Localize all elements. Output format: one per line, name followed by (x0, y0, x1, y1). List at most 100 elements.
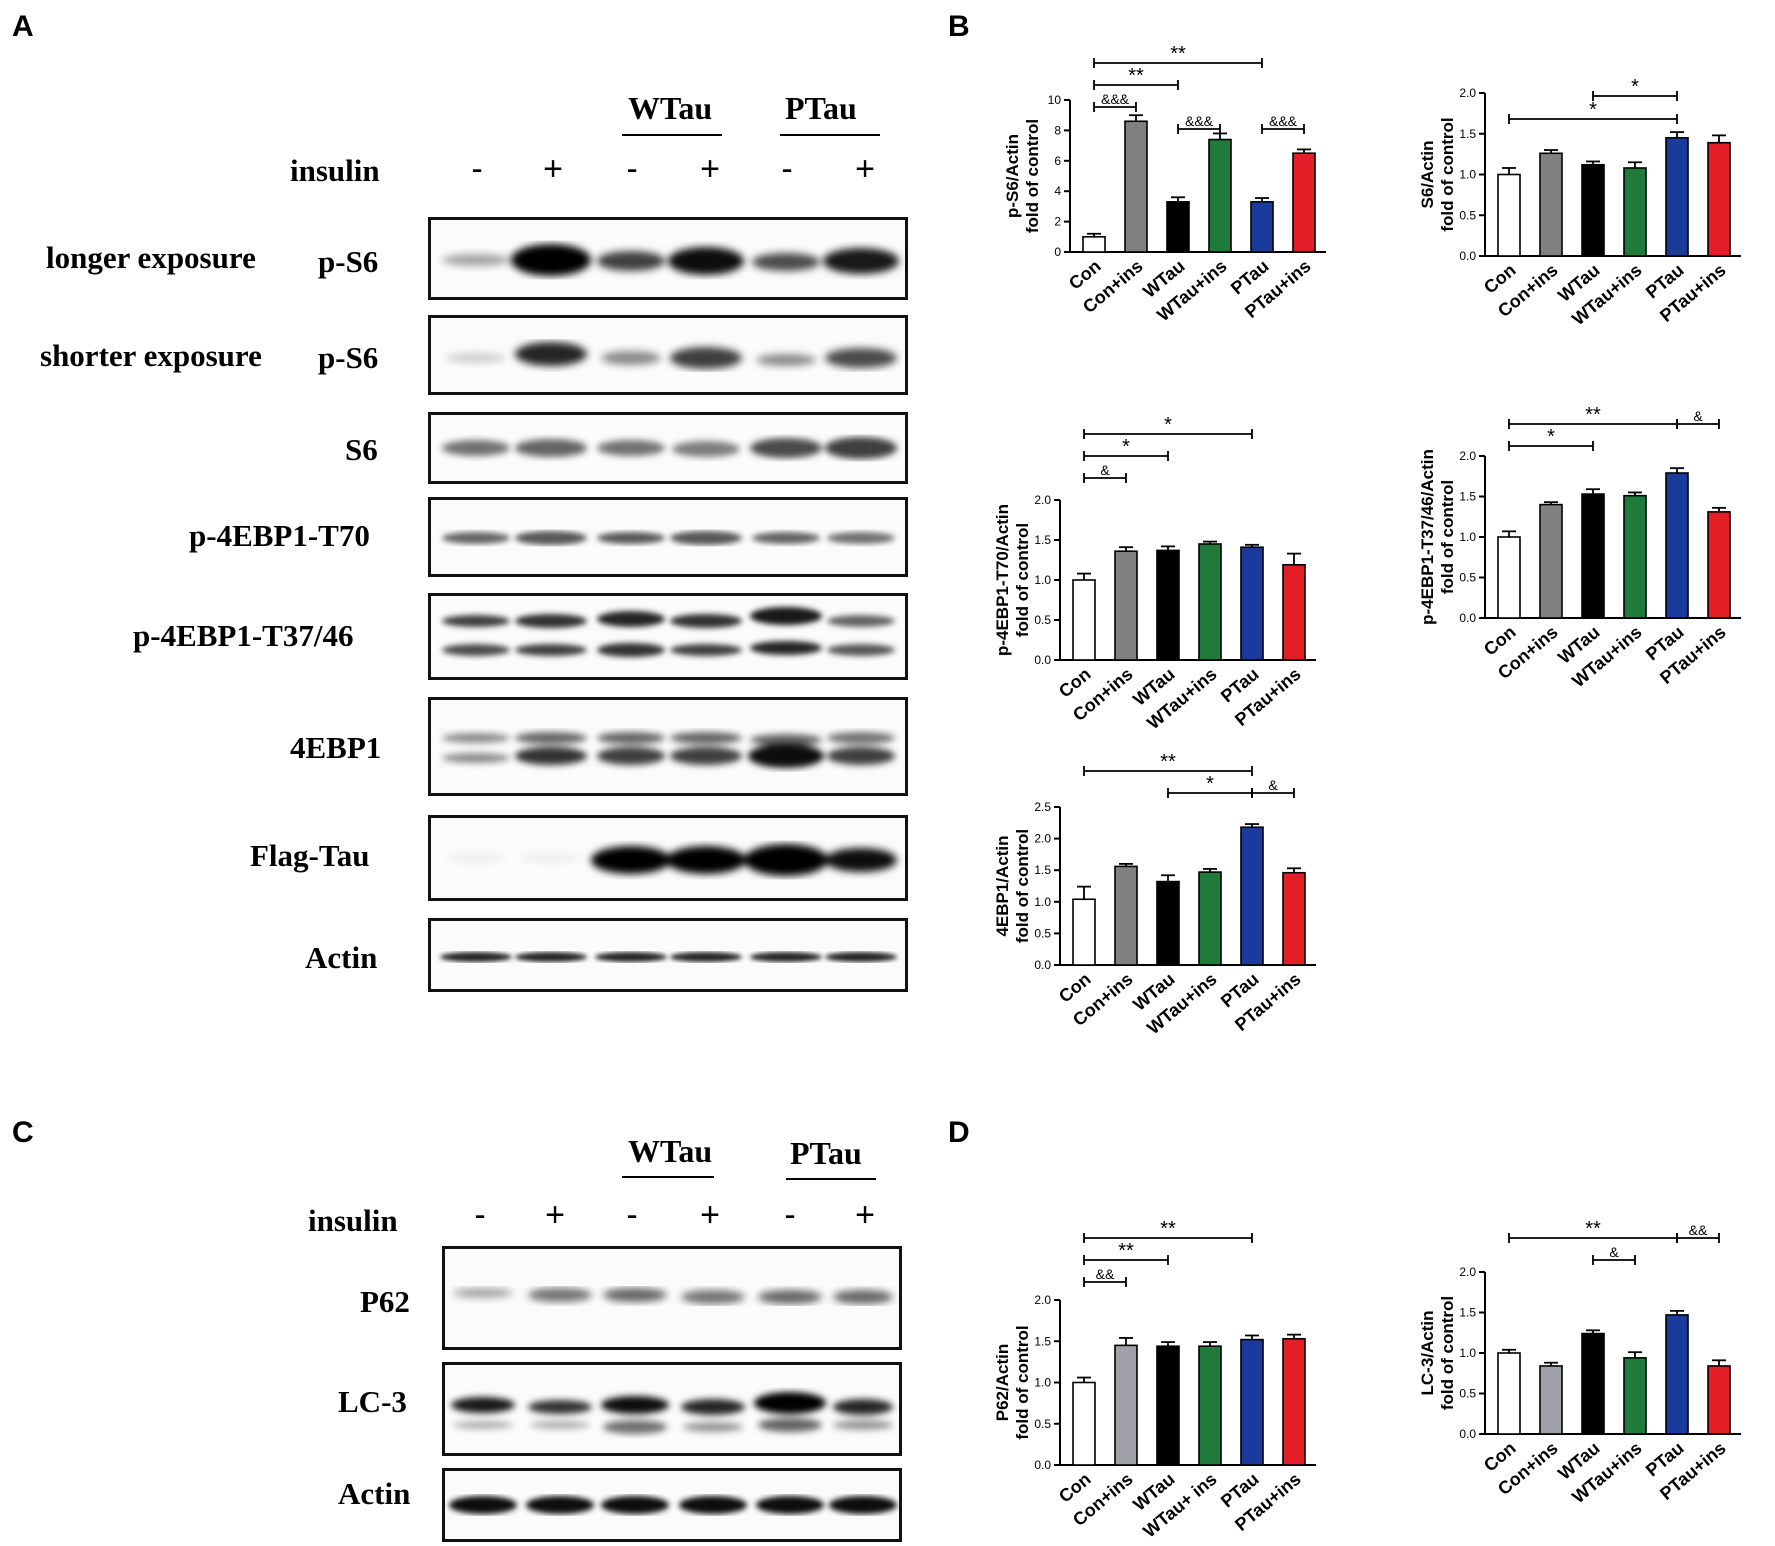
row-label-flag-tau: Flag-Tau (250, 838, 370, 873)
bar (1198, 871, 1222, 966)
bar (1707, 511, 1731, 619)
bar (1665, 1314, 1689, 1435)
panel-label-d: D (948, 1116, 970, 1149)
group-line-wtau (622, 1176, 714, 1178)
row-label-exposure: shorter exposure (40, 338, 262, 373)
blot-row-p-s6-long (428, 217, 908, 300)
insulin-sign: + (700, 1196, 720, 1234)
group-label-wtau: WTau (628, 1133, 713, 1169)
y-axis-label: fold of control (1438, 117, 1457, 231)
insulin-sign: + (543, 150, 563, 188)
bar (1497, 173, 1521, 257)
bar (1665, 472, 1689, 619)
insulin-sign: + (855, 1196, 875, 1234)
bar (1124, 120, 1148, 253)
group-line-wtau (622, 134, 722, 136)
insulin-sign: - (626, 150, 638, 188)
y-axis-label: fold of control (1013, 829, 1032, 943)
significance-label: ** (1128, 65, 1144, 87)
row-label-4ebp1: 4EBP1 (290, 730, 382, 765)
bar (1539, 152, 1563, 257)
group-label-ptau: PTau (790, 1135, 862, 1171)
y-tick-label: 4 (1054, 184, 1061, 198)
row-label-p-4ebp1-t3746: p-4EBP1-T37/46 (133, 618, 354, 653)
chart-p-4ebp1-t70: 0.0 0.5 1.0 1.5 2.0 p-4EBP1-T70/Actin fold of … (993, 414, 1316, 733)
y-tick-label: 1.5 (1034, 533, 1051, 547)
significance-label: * (1206, 773, 1214, 795)
y-axis-label: p-4EBP1-T37/46/Actin (1418, 449, 1437, 625)
significance-label: & (1100, 462, 1110, 478)
row-label-actin: Actin (338, 1476, 411, 1511)
chart-lc3: 0.0 0.5 1.0 1.5 2.0 LC-3/Actin fold of control… (1418, 1218, 1741, 1507)
bar (1114, 1344, 1138, 1466)
bar (1282, 871, 1306, 966)
blot-row-actin (442, 1468, 902, 1542)
significance-label: * (1547, 426, 1555, 448)
chart-s6: 0.00.51.01.52.0S6/Actin fold of controlCo… (1418, 76, 1741, 329)
y-tick-label: 0.0 (1459, 249, 1476, 263)
significance-label: &&& (1101, 91, 1130, 107)
y-tick-label: 1.5 (1459, 127, 1476, 141)
bar (1707, 141, 1731, 257)
bar (1282, 564, 1306, 661)
bar (1072, 898, 1096, 966)
band-strip (446, 342, 897, 369)
band-strip (442, 531, 895, 545)
y-axis-label: p-4EBP1-T70/Actin (993, 504, 1012, 656)
insulin-sign: + (545, 1196, 565, 1234)
y-tick-label: 1.5 (1034, 863, 1051, 877)
y-tick-label: 0.0 (1459, 611, 1476, 625)
y-tick-label: 0.0 (1459, 1427, 1476, 1441)
significance-label: ** (1160, 751, 1176, 773)
significance-label: & (1268, 777, 1278, 793)
significance-label: ** (1170, 43, 1186, 65)
y-axis-label: fold of control (1013, 1325, 1032, 1439)
insulin-sign: + (700, 150, 720, 188)
bar (1156, 880, 1180, 966)
bar (1156, 1345, 1180, 1466)
significance-label: ** (1160, 1218, 1176, 1240)
bar (1292, 152, 1316, 253)
significance-label: ** (1118, 1240, 1134, 1262)
panel-label-a: A (12, 10, 34, 43)
panel-label-c: C (12, 1116, 34, 1149)
band-strip (442, 732, 895, 768)
bar (1539, 1365, 1563, 1435)
y-axis-label: fold of control (1023, 119, 1042, 233)
y-tick-label: 0.5 (1034, 613, 1051, 627)
row-label-p-4ebp1-t70: p-4EBP1-T70 (189, 518, 370, 553)
y-axis-label: p-S6/Actin (1003, 134, 1022, 218)
y-axis-label: P62/Actin (993, 1344, 1012, 1421)
y-axis-label: S6/Actin (1418, 140, 1437, 208)
chart-4ebp1: 0.0 0.5 1.0 1.5 2.0 2.5 4EBP1/Actin fold of con… (993, 751, 1316, 1038)
y-tick-label: 2.0 (1034, 832, 1051, 846)
y-tick-label: 1.0 (1459, 1346, 1476, 1360)
y-tick-label: 2.0 (1459, 86, 1476, 100)
bar (1665, 137, 1689, 257)
blot-row-p62 (442, 1246, 902, 1350)
significance-label: * (1589, 99, 1597, 121)
bar (1623, 494, 1647, 619)
bar (1623, 1357, 1647, 1435)
band-strip (442, 244, 899, 276)
bar (1114, 865, 1138, 966)
y-tick-label: 2.0 (1034, 493, 1051, 507)
y-tick-label: 0.5 (1459, 208, 1476, 222)
bar (1497, 1352, 1521, 1435)
row-label-lc3: LC-3 (338, 1384, 407, 1419)
insulin-sign: - (781, 150, 793, 188)
bar (1072, 579, 1096, 661)
insulin-sign: - (474, 1196, 486, 1234)
y-tick-label: 1.0 (1034, 1376, 1051, 1390)
y-tick-label: 1.5 (1459, 1306, 1476, 1320)
bar (1623, 167, 1647, 257)
significance-label: && (1096, 1266, 1115, 1282)
insulin-label: insulin (308, 1203, 398, 1238)
y-axis-label: fold of control (1013, 523, 1032, 637)
band-strip (449, 1496, 897, 1514)
row-label-s6: S6 (345, 432, 378, 467)
y-axis-label: fold of control (1438, 1296, 1457, 1410)
y-tick-label: 1.0 (1459, 530, 1476, 544)
y-tick-label: 1.5 (1034, 1334, 1051, 1348)
